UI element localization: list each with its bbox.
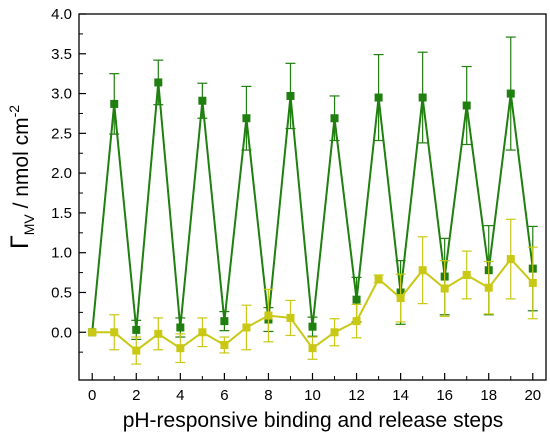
x-tick-label: 6 [220,387,228,404]
data-point [110,328,119,337]
axes: 0 2 4 6 8 10 12 14 16 18 20 0.0 0.5 1.0 1.5 2.0 2.5 3.0 3.… [51,6,547,404]
data-point [352,317,361,326]
data-point [330,114,339,123]
data-point [176,323,185,332]
data-point [440,284,449,293]
data-point [506,89,515,98]
data-point [418,266,427,275]
y-axis-subscript: MV [21,214,37,236]
data-point [506,255,515,264]
y-axis-unit: / nmol cm [10,117,33,214]
data-point [308,344,317,353]
y-axis-exponent: -2 [6,105,22,118]
data-point [110,99,119,108]
x-tick-label: 10 [304,387,321,404]
y-tick-label: 2.0 [51,165,72,182]
data-point [462,270,471,279]
data-point [396,294,405,303]
data-point [462,101,471,110]
x-tick-label: 16 [436,387,453,404]
data-point [286,91,295,100]
data-point [418,93,427,102]
x-axis-title: pH-responsive binding and release steps [123,409,504,432]
x-tick-label: 2 [132,387,140,404]
y-tick-label: 1.5 [51,205,72,222]
y-tick-label: 1.0 [51,245,72,262]
data-point [374,274,383,283]
data-point [176,344,185,353]
series-1 [88,36,538,341]
y-tick-label: 0.5 [51,284,72,301]
series-2 [88,218,538,365]
y-axis-symbol: Γ [6,235,34,249]
data-point [132,346,141,355]
y-tick-label: 3.5 [51,46,72,63]
data-point [154,78,163,87]
data-point [352,295,361,304]
data-point [484,283,493,292]
data-point [374,93,383,102]
data-point [198,96,207,105]
y-tick-label: 0.0 [51,324,72,341]
data-point [220,340,229,349]
x-tick-label: 8 [264,387,272,404]
data-point [220,317,229,326]
data-point [308,322,317,331]
x-tick-label: 12 [348,387,365,404]
x-tick-label: 0 [88,387,96,404]
data-point [528,278,537,287]
x-tick-label: 20 [524,387,541,404]
data-point [286,313,295,322]
x-tick-label: 4 [176,387,184,404]
data-point [132,325,141,334]
data-point [242,114,251,123]
plot-area [88,36,538,365]
data-point [198,328,207,337]
y-tick-label: 2.5 [51,125,72,142]
y-axis-title: ΓMV / nmol cm-2 [6,105,37,249]
x-tick-label: 18 [480,387,497,404]
data-point [88,328,97,337]
x-tick-label: 14 [392,387,409,404]
data-point [154,329,163,338]
y-tick-label: 4.0 [51,6,72,23]
data-point [264,311,273,320]
y-tick-label: 3.0 [51,86,72,103]
data-point [330,328,339,337]
data-point [242,323,251,332]
